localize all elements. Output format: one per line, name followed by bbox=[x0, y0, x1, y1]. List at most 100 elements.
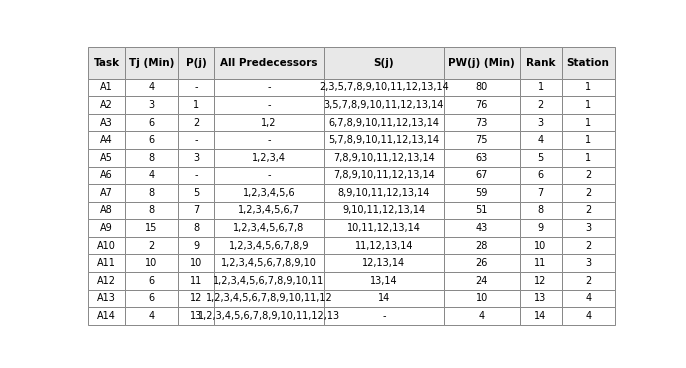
Bar bbox=[178, 272, 215, 290]
Text: 6: 6 bbox=[148, 293, 154, 303]
Bar bbox=[215, 114, 324, 131]
Text: 12: 12 bbox=[190, 293, 202, 303]
Text: 1: 1 bbox=[585, 135, 591, 145]
Bar bbox=[125, 272, 178, 290]
Text: A8: A8 bbox=[100, 205, 113, 215]
Bar bbox=[178, 290, 215, 307]
Bar bbox=[324, 290, 444, 307]
Text: Task: Task bbox=[93, 58, 119, 68]
Bar bbox=[444, 307, 519, 325]
Bar bbox=[562, 47, 615, 79]
Bar bbox=[519, 254, 562, 272]
Bar bbox=[519, 114, 562, 131]
Bar bbox=[88, 184, 125, 202]
Text: 5: 5 bbox=[537, 153, 544, 163]
Text: 7: 7 bbox=[193, 205, 200, 215]
Text: 6: 6 bbox=[148, 117, 154, 128]
Text: 10: 10 bbox=[534, 241, 547, 251]
Text: Tj (Min): Tj (Min) bbox=[129, 58, 174, 68]
Bar bbox=[215, 149, 324, 166]
Text: 1: 1 bbox=[538, 82, 543, 92]
Text: 2: 2 bbox=[537, 100, 544, 110]
Bar bbox=[562, 202, 615, 219]
Bar bbox=[444, 114, 519, 131]
Bar bbox=[125, 79, 178, 96]
Text: 1,2,3,4,5,6,7,8,9,10,11: 1,2,3,4,5,6,7,8,9,10,11 bbox=[213, 276, 324, 286]
Bar bbox=[178, 149, 215, 166]
Bar bbox=[215, 219, 324, 237]
Bar bbox=[519, 202, 562, 219]
Text: A13: A13 bbox=[97, 293, 116, 303]
Bar bbox=[215, 272, 324, 290]
Bar bbox=[562, 307, 615, 325]
Bar bbox=[519, 290, 562, 307]
Bar bbox=[519, 96, 562, 114]
Bar bbox=[444, 166, 519, 184]
Text: 10,11,12,13,14: 10,11,12,13,14 bbox=[347, 223, 421, 233]
Bar bbox=[88, 166, 125, 184]
Bar bbox=[324, 79, 444, 96]
Bar bbox=[562, 290, 615, 307]
Bar bbox=[178, 202, 215, 219]
Text: A3: A3 bbox=[100, 117, 113, 128]
Bar bbox=[125, 307, 178, 325]
Text: 10: 10 bbox=[190, 258, 202, 268]
Text: -: - bbox=[194, 82, 198, 92]
Text: A9: A9 bbox=[100, 223, 113, 233]
Bar bbox=[178, 131, 215, 149]
Text: -: - bbox=[194, 135, 198, 145]
Text: 75: 75 bbox=[475, 135, 488, 145]
Text: 80: 80 bbox=[475, 82, 488, 92]
Bar bbox=[519, 237, 562, 254]
Bar bbox=[88, 219, 125, 237]
Text: 2: 2 bbox=[193, 117, 200, 128]
Bar bbox=[562, 131, 615, 149]
Text: A2: A2 bbox=[100, 100, 113, 110]
Text: 4: 4 bbox=[585, 311, 591, 321]
Text: 4: 4 bbox=[148, 311, 154, 321]
Text: 9,10,11,12,13,14: 9,10,11,12,13,14 bbox=[342, 205, 425, 215]
Text: 10: 10 bbox=[145, 258, 158, 268]
Text: 8: 8 bbox=[148, 153, 154, 163]
Text: 8: 8 bbox=[538, 205, 543, 215]
Text: A10: A10 bbox=[97, 241, 116, 251]
Text: 1,2,3,4,5,6: 1,2,3,4,5,6 bbox=[243, 188, 295, 198]
Text: 24: 24 bbox=[475, 276, 488, 286]
Bar bbox=[444, 237, 519, 254]
Text: S(j): S(j) bbox=[373, 58, 394, 68]
Text: 3: 3 bbox=[585, 223, 591, 233]
Text: -: - bbox=[194, 170, 198, 180]
Bar bbox=[562, 184, 615, 202]
Bar bbox=[125, 96, 178, 114]
Text: PW(j) (Min): PW(j) (Min) bbox=[449, 58, 515, 68]
Bar bbox=[519, 79, 562, 96]
Text: 1: 1 bbox=[585, 100, 591, 110]
Bar bbox=[215, 166, 324, 184]
Text: -: - bbox=[382, 311, 386, 321]
Bar bbox=[178, 307, 215, 325]
Text: 1: 1 bbox=[585, 153, 591, 163]
Bar bbox=[519, 184, 562, 202]
Bar bbox=[88, 131, 125, 149]
Text: 73: 73 bbox=[475, 117, 488, 128]
Bar bbox=[125, 254, 178, 272]
Text: 2: 2 bbox=[585, 205, 591, 215]
Text: 12: 12 bbox=[534, 276, 547, 286]
Text: 2: 2 bbox=[585, 276, 591, 286]
Text: 1: 1 bbox=[585, 82, 591, 92]
Text: 3: 3 bbox=[538, 117, 543, 128]
Text: 11: 11 bbox=[190, 276, 202, 286]
Text: 6: 6 bbox=[538, 170, 543, 180]
Text: P(j): P(j) bbox=[186, 58, 206, 68]
Text: 13: 13 bbox=[534, 293, 547, 303]
Bar bbox=[88, 149, 125, 166]
Text: 1,2: 1,2 bbox=[261, 117, 276, 128]
Text: 12,13,14: 12,13,14 bbox=[362, 258, 405, 268]
Bar bbox=[125, 219, 178, 237]
Bar bbox=[444, 149, 519, 166]
Text: 4: 4 bbox=[148, 170, 154, 180]
Bar bbox=[178, 79, 215, 96]
Bar bbox=[324, 307, 444, 325]
Bar bbox=[125, 290, 178, 307]
Text: Rank: Rank bbox=[525, 58, 555, 68]
